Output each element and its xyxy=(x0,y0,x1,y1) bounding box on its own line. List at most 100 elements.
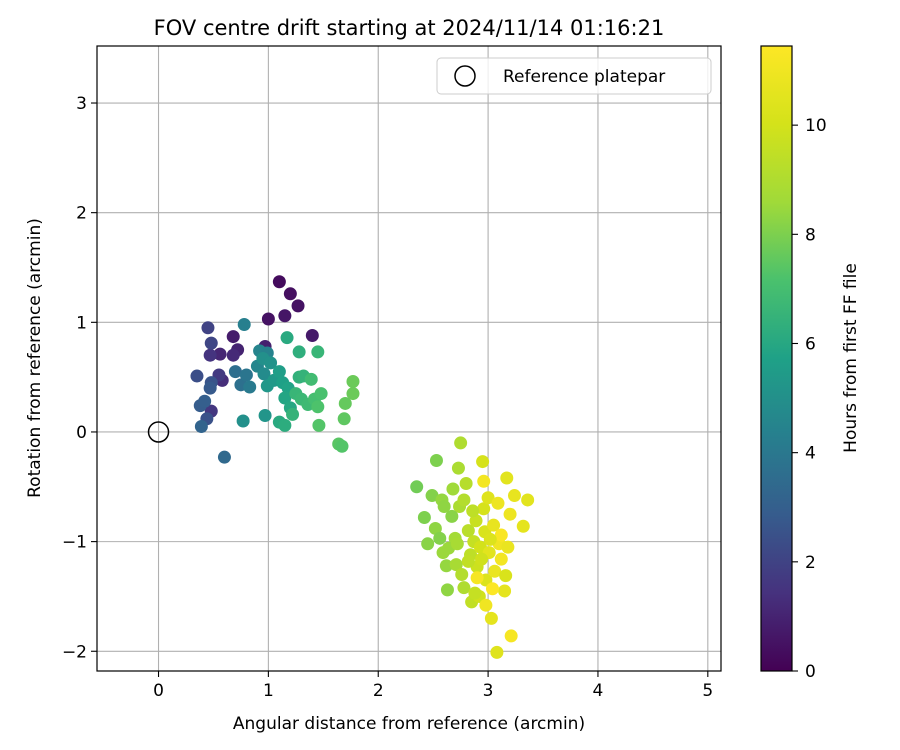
scatter-point xyxy=(498,584,512,598)
scatter-point xyxy=(337,412,351,426)
scatter-point xyxy=(479,598,493,612)
scatter-point xyxy=(278,391,292,405)
scatter-point xyxy=(314,387,328,401)
scatter-point xyxy=(504,629,518,643)
scatter-point xyxy=(476,455,490,469)
scatter-point xyxy=(203,348,217,362)
colorbar-gradient xyxy=(760,45,793,672)
scatter-point xyxy=(198,394,212,408)
scatter-point xyxy=(278,418,292,432)
scatter-point xyxy=(484,611,498,625)
x-tick-label: 3 xyxy=(483,681,494,701)
scatter-point xyxy=(470,571,484,585)
scatter-point xyxy=(194,419,208,433)
x-axis-label: Angular distance from reference (arcmin) xyxy=(233,714,585,734)
scatter-point xyxy=(429,453,443,467)
scatter-point xyxy=(446,482,460,496)
scatter-point xyxy=(278,309,292,323)
scatter-point xyxy=(311,345,325,359)
scatter-point xyxy=(457,581,471,595)
legend: Reference platepar xyxy=(436,57,712,95)
scatter-point xyxy=(481,491,495,505)
scatter-point xyxy=(494,528,508,542)
scatter-point xyxy=(217,450,231,464)
scatter-point xyxy=(485,582,499,596)
legend-marker-icon xyxy=(454,65,476,87)
colorbar-tick-label: 2 xyxy=(805,553,816,573)
scatter-point xyxy=(280,331,294,345)
scatter-point xyxy=(335,439,349,453)
scatter-point xyxy=(272,275,286,289)
scatter-point xyxy=(190,369,204,383)
reference-marker xyxy=(147,421,170,443)
grid-lines xyxy=(97,46,721,671)
data-points xyxy=(190,275,535,659)
scatter-point xyxy=(461,554,475,568)
scatter-point xyxy=(450,537,464,551)
scatter-point xyxy=(312,418,326,432)
scatter-point xyxy=(437,500,451,514)
colorbar-tick-label: 6 xyxy=(805,334,816,354)
scatter-point xyxy=(346,387,360,401)
scatter-point xyxy=(286,407,300,421)
scatter-point xyxy=(201,321,215,335)
scatter-point xyxy=(421,537,435,551)
y-tick-label: 0 xyxy=(76,423,87,443)
scatter-point xyxy=(410,480,424,494)
scatter-point xyxy=(304,372,318,386)
chart-title: FOV centre drift starting at 2024/11/14 … xyxy=(154,16,665,40)
scatter-point xyxy=(439,559,453,573)
y-axis-ticks: −2 −1 0 1 2 3 xyxy=(62,94,97,662)
scatter-point xyxy=(469,514,483,528)
y-axis-label: Rotation from reference (arcmin) xyxy=(25,218,45,498)
scatter-point xyxy=(203,381,217,395)
scatter-point xyxy=(477,474,491,488)
colorbar-tick-label: 4 xyxy=(805,444,816,464)
scatter-point xyxy=(507,489,521,503)
x-tick-label: 2 xyxy=(373,681,384,701)
scatter-point xyxy=(454,436,468,450)
scatter-point xyxy=(428,521,442,535)
scatter-point xyxy=(457,493,471,507)
colorbar-tick-label: 0 xyxy=(805,662,816,682)
scatter-point xyxy=(521,493,535,507)
y-tick-label: 1 xyxy=(76,313,87,333)
legend-label: Reference platepar xyxy=(503,67,665,87)
scatter-point xyxy=(338,396,352,410)
x-tick-label: 0 xyxy=(153,681,164,701)
scatter-point xyxy=(466,504,480,518)
scatter-point xyxy=(264,356,278,370)
y-tick-label: 3 xyxy=(76,94,87,114)
colorbar-ticks: 0 2 4 6 8 10 xyxy=(792,116,827,682)
x-tick-label: 4 xyxy=(593,681,604,701)
colorbar: 0 2 4 6 8 10 Hours from first FF file xyxy=(760,45,861,682)
y-tick-label: −1 xyxy=(62,533,87,553)
scatter-point xyxy=(346,375,360,389)
scatter-point xyxy=(204,336,218,350)
scatter-point xyxy=(475,552,489,566)
scatter-point xyxy=(272,365,286,379)
scatter-point xyxy=(425,489,439,503)
scatter-point xyxy=(499,569,513,583)
scatter-point xyxy=(491,496,505,510)
scatter-point xyxy=(459,477,473,490)
y-tick-label: −2 xyxy=(62,642,87,662)
scatter-point xyxy=(261,312,275,326)
scatter-point xyxy=(461,524,475,538)
scatter-point xyxy=(445,509,459,523)
x-axis-ticks: 0 1 2 3 4 5 xyxy=(153,671,713,701)
scatter-point xyxy=(243,380,257,394)
scatter-point xyxy=(226,348,240,362)
scatter-point xyxy=(516,519,530,533)
scatter-point xyxy=(226,330,240,344)
scatter-point xyxy=(449,558,463,572)
scatter-point xyxy=(455,568,469,582)
scatter-point xyxy=(305,328,319,342)
scatter-point xyxy=(292,345,306,359)
colorbar-tick-label: 8 xyxy=(805,225,816,245)
scatter-point xyxy=(239,368,253,382)
plot-frame xyxy=(96,45,722,672)
scatter-point xyxy=(236,414,250,428)
legend-box xyxy=(436,57,712,95)
